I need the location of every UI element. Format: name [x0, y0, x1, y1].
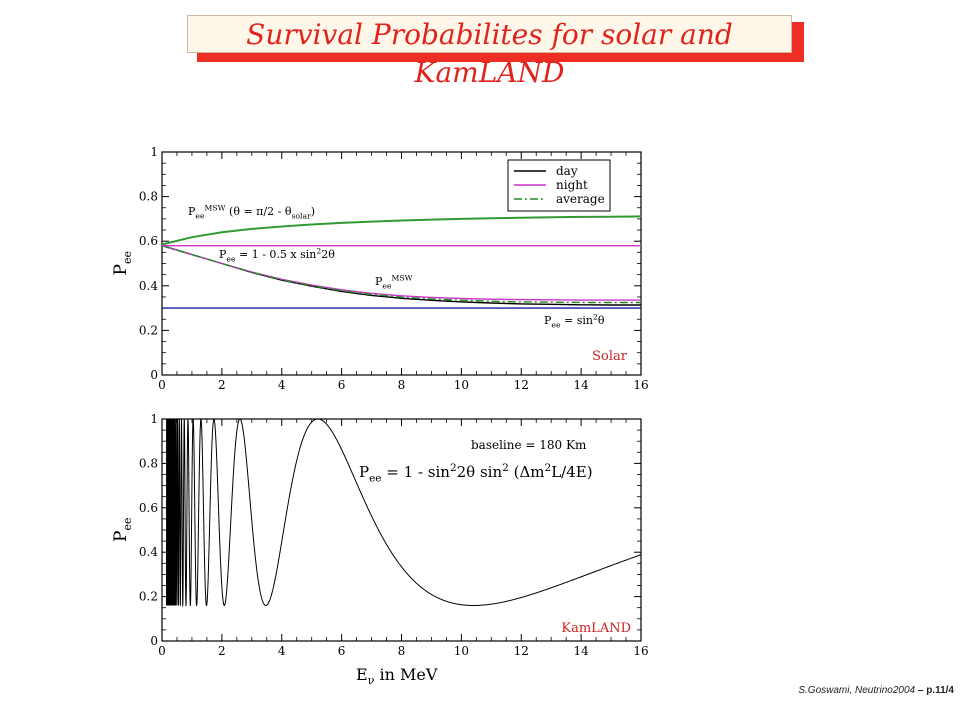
kamland-ytick-label: 0.2 — [139, 590, 158, 604]
solar-ylabel: Pee — [111, 251, 134, 275]
kamland-ylabel: Pee — [111, 518, 134, 542]
kamland-ytick-label: 0 — [150, 634, 158, 648]
solar-ytick-label: 0.8 — [139, 190, 158, 204]
kamland-xtick-label: 6 — [338, 644, 346, 658]
solar-panel: 0 2 4 6 8 10 12 14 16 0 0.2 0.4 0.6 0.8 1 Pee daynightav… — [111, 145, 649, 392]
kamland-ytick-label: 0.6 — [139, 501, 158, 515]
kamland-xtick-label: 2 — [218, 644, 226, 658]
kamland-xtick-label: 0 — [158, 644, 166, 658]
footer-author: S.Goswami, Neutrino2004 — [798, 685, 916, 696]
annotation-averaged: Pee = 1 - 0.5 x sin22θ — [219, 247, 335, 264]
solar-ytick-label: 0.6 — [139, 234, 158, 248]
kamland-xtick-label: 10 — [454, 644, 469, 658]
annotation-msw: PeeMSW — [375, 274, 413, 291]
annotation-formula: Pee = 1 - sin22θ sin2 (Δm2L/4E) — [359, 462, 593, 485]
kamland-ytick-label: 0.8 — [139, 456, 158, 470]
solar-xtick-label: 6 — [338, 378, 346, 392]
solar-ytick-label: 0.2 — [139, 323, 158, 337]
kamland-xtick-label: 14 — [573, 644, 589, 658]
solar-ytick-label: 1 — [150, 145, 158, 159]
panel-label-kamland: KamLAND — [561, 621, 631, 636]
kamland-xtick-label: 4 — [278, 644, 286, 658]
kamland-xlabel: Eν in MeV — [356, 665, 438, 687]
slide-title: Survival Probabilites for solar and KamL… — [246, 18, 733, 89]
panel-label-solar: Solar — [592, 349, 628, 364]
solar-xtick-label: 2 — [218, 378, 226, 392]
solar-xtick-label: 8 — [398, 378, 406, 392]
title-box: Survival Probabilites for solar and KamL… — [187, 15, 792, 89]
solar-xtick-label: 16 — [633, 378, 648, 392]
solar-xtick-label: 0 — [158, 378, 166, 392]
kamland-plot-frame — [161, 418, 642, 642]
footer-page: – p.11/4 — [917, 685, 954, 696]
solar-xtick-label: 12 — [514, 378, 529, 392]
annotation-baseline: baseline = 180 Km — [471, 438, 587, 452]
solar-xtick-label: 14 — [573, 378, 589, 392]
series-msw-inverted-line — [161, 215, 642, 246]
solar-xtick-label: 10 — [454, 378, 469, 392]
kamland-panel: 0 2 4 6 8 10 12 14 16 0 0.2 0.4 0.6 0.8 1 Pee baseline =… — [111, 412, 649, 687]
legend-label: day — [556, 164, 578, 178]
kamland-ytick-label: 0.4 — [139, 545, 158, 559]
footer: S.Goswami, Neutrino2004 – p.11/4 — [798, 685, 954, 696]
kamland-xtick-label: 8 — [398, 644, 406, 658]
solar-ytick-label: 0.4 — [139, 279, 158, 293]
legend-label: average — [556, 192, 605, 206]
series-average-line — [161, 245, 641, 304]
series-night-line — [161, 245, 641, 301]
annotation-sin2: Pee = sin2θ — [544, 313, 605, 330]
kamland-xtick-label: 16 — [633, 644, 648, 658]
legend-label: night — [556, 178, 588, 192]
solar-ytick-label: 0 — [150, 368, 158, 382]
annotation-msw-upper: PeeMSW (θ = π/2 - θsolar) — [188, 204, 315, 221]
solar-xtick-label: 4 — [278, 378, 286, 392]
kamland-ytick-label: 1 — [150, 412, 158, 426]
kamland-xtick-label: 12 — [514, 644, 529, 658]
series-kamland-probability — [165, 419, 641, 608]
